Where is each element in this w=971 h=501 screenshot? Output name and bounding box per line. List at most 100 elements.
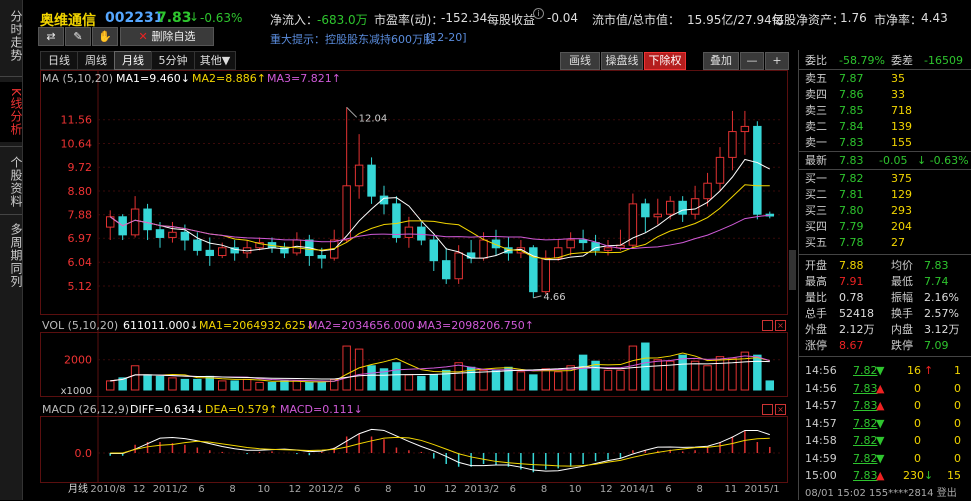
volume-bar	[441, 369, 451, 391]
x-axis-label: 12	[444, 484, 457, 495]
tab-weekly[interactable]: 周线	[77, 51, 115, 70]
ask-volume: 33	[891, 88, 905, 101]
swap-button[interactable]: ⇄	[38, 27, 64, 46]
stat-label: 开盘	[805, 259, 827, 272]
tick-count: 0	[954, 434, 961, 447]
stock-header: 奥维通信 002231 7.83 ↓ -0.63% 净流入： -683.0万 市…	[23, 0, 971, 48]
x-axis-label: 8	[697, 484, 703, 495]
stat-value: 2.57%	[924, 307, 959, 320]
ask-price: 7.87	[839, 72, 864, 85]
nav-tab-kline[interactable]: K线分析	[0, 82, 23, 142]
macd-tick-label: 0.0	[75, 447, 93, 460]
volume-bar	[267, 381, 277, 391]
ma3-legend: MA3=7.821↑	[267, 72, 341, 85]
macd-close-icon[interactable]: ×	[775, 404, 786, 415]
overlay-button[interactable]: 叠加	[703, 52, 739, 70]
ask-row: 卖五 7.87 35	[799, 71, 971, 86]
footer-status: 08/01 15:02 155****2814 登出	[805, 488, 957, 499]
net-inflow-label: 净流入：	[270, 13, 319, 27]
tick-price: 7.83	[853, 381, 878, 395]
exright-button[interactable]: 下除权	[644, 52, 686, 70]
nav-tab-multiperiod[interactable]: 多周期同列	[9, 222, 23, 288]
volume-bar	[703, 365, 712, 391]
dea-legend: DEA=0.579↑	[205, 403, 278, 416]
bid-price: 7.80	[839, 204, 864, 217]
candle-body	[578, 239, 588, 244]
candle-body	[193, 239, 202, 251]
volume-bar	[193, 378, 202, 391]
trade-line-button[interactable]: 操盘线	[601, 52, 643, 70]
candle-body	[703, 182, 712, 200]
stat-value: 3.12万	[924, 323, 960, 336]
nav-tab-timeshare[interactable]: 分时走势	[9, 10, 23, 62]
stat-row: 最高 7.91 最低 7.74	[799, 274, 971, 289]
price-tick-label: 11.56	[61, 114, 93, 127]
price-tick-label: 5.12	[68, 280, 93, 293]
candle-body	[392, 203, 401, 238]
macd-panel-frame	[40, 416, 788, 483]
edit-button[interactable]: ✎	[65, 27, 91, 46]
notice-text[interactable]: 重大提示：控股股东减持600万股	[270, 33, 434, 46]
x-axis-label: 2010/8	[90, 484, 125, 495]
candle-body	[653, 213, 663, 218]
price-tick-label: 10.64	[61, 137, 93, 150]
price-tick-label: 6.97	[68, 232, 93, 245]
x-axis-label: 2015/1	[744, 484, 779, 495]
x-axis-label: 月线	[68, 482, 88, 495]
panel-splitter[interactable]	[789, 250, 796, 290]
tick-price: 7.82	[853, 451, 878, 465]
tick-volume: 16	[907, 364, 921, 377]
latest-pct: ↓ -0.63%	[917, 154, 969, 167]
draw-line-button[interactable]: 画线	[560, 52, 600, 70]
stat-value: 7.09	[924, 339, 949, 352]
stat-label: 振幅	[891, 291, 913, 304]
vol-close-icon[interactable]: ×	[775, 320, 786, 331]
tick-arrow-icon: ▲	[876, 381, 885, 395]
swap-icon: ⇄	[46, 30, 56, 43]
stat-value: 2.16%	[924, 291, 959, 304]
tab-other[interactable]: 其他▼	[194, 51, 236, 70]
volume-bar	[591, 360, 600, 391]
vol-legend-value: 611011.000↓	[123, 319, 199, 332]
delete-watchlist-button[interactable]: ✕ 删除自选	[120, 27, 214, 46]
candle-body	[715, 156, 725, 184]
vol-maximize-icon[interactable]	[762, 320, 773, 331]
x-axis-label: 2013/2	[464, 484, 499, 495]
ask-label: 卖四	[805, 88, 827, 101]
nav-tab-profile[interactable]: 个股资料	[9, 156, 23, 208]
x-axis-label: 8	[541, 484, 547, 495]
kline-chart[interactable]: 11.56 10.64 9.72 8.80 7.88 6.97 6.04 5.12 12.04 4…	[40, 70, 788, 500]
eps-label: 每股收益	[487, 13, 536, 27]
candle-body	[168, 231, 177, 238]
zoom-out-button[interactable]: —	[740, 52, 764, 70]
volume-bar	[280, 380, 289, 391]
erase-button[interactable]: ✋	[92, 27, 118, 46]
footer-row: 08/01 15:02 155****2814 登出	[799, 486, 971, 501]
price-tick-label: 6.04	[68, 256, 93, 269]
bid-label: 买五	[805, 236, 827, 249]
tab-monthly[interactable]: 月线	[114, 51, 152, 70]
low-pointer	[533, 295, 542, 299]
ask-row: 卖一 7.83 155	[799, 135, 971, 150]
divider	[799, 169, 971, 170]
zoom-in-button[interactable]: +	[765, 52, 789, 70]
ask-price: 7.86	[839, 88, 864, 101]
candle-body	[367, 164, 376, 197]
stock-code: 002231	[105, 10, 164, 26]
macd-maximize-icon[interactable]	[762, 404, 773, 415]
tab-5min[interactable]: 5分钟	[151, 51, 195, 70]
tick-volume: 0	[914, 416, 921, 430]
info-icon[interactable]: i	[533, 8, 544, 19]
eps-value: -0.04	[547, 11, 579, 25]
weicha-label: 委差	[891, 54, 913, 67]
tick-price: 7.82	[853, 416, 878, 430]
candle-body	[690, 198, 700, 215]
tab-daily[interactable]: 日线	[40, 51, 78, 70]
tick-count: 0	[954, 416, 961, 430]
ask-row: 卖三 7.85 718	[799, 103, 971, 118]
x-axis-label: 10	[569, 484, 582, 495]
candle-body	[155, 229, 165, 238]
candle-body	[280, 247, 289, 254]
tick-row: 15:00 7.83 ▲ 230 ↓ 15	[799, 468, 971, 483]
ma-legend-title: MA (5,10,20)	[42, 72, 114, 85]
